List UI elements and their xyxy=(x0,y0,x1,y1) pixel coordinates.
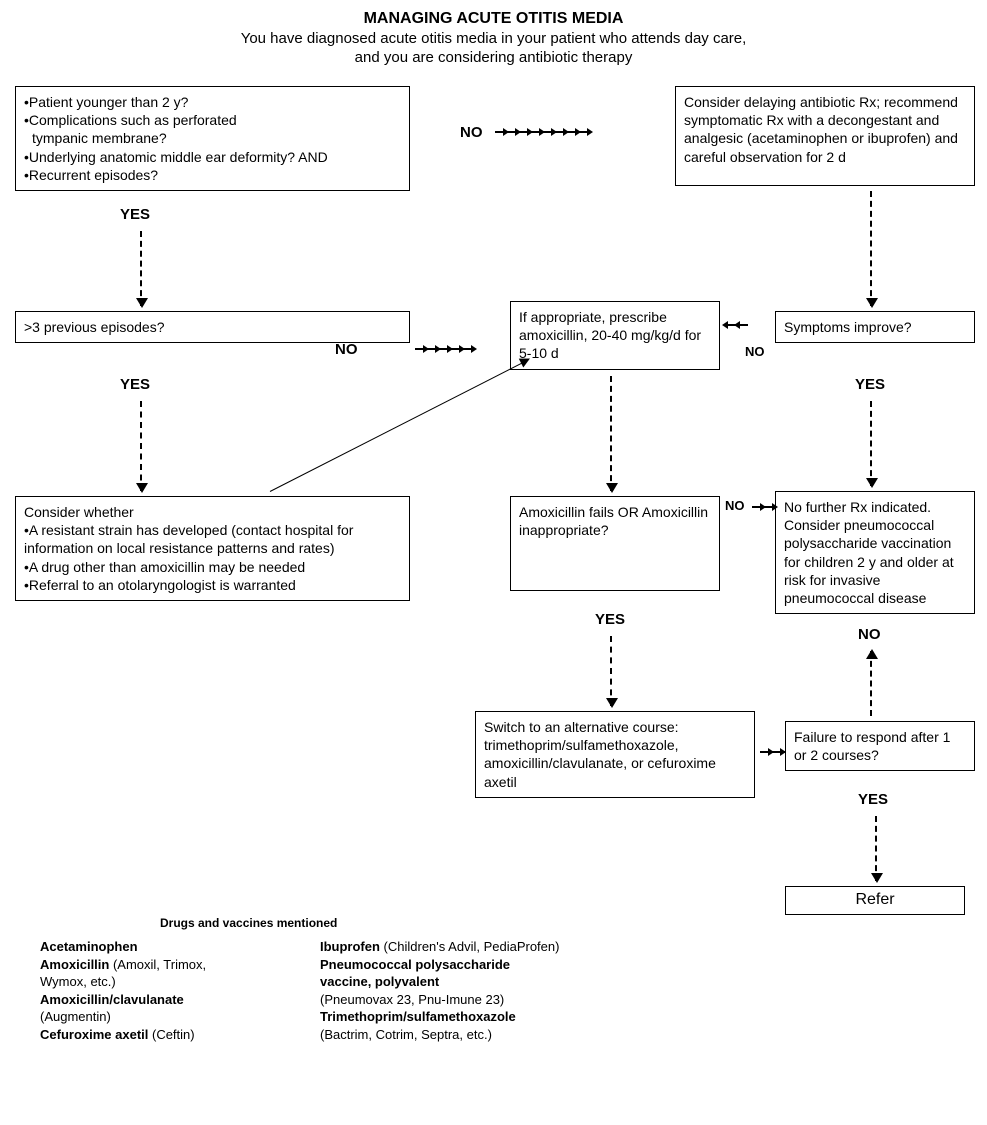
arrow-no-1 xyxy=(495,131,589,133)
subtitle-line-1: You have diagnosed acute otitis media in… xyxy=(10,30,977,47)
arrow-no-2 xyxy=(415,348,473,350)
arrow-n2-n5 xyxy=(870,191,872,306)
arrow-no-4 xyxy=(752,506,774,508)
node-failure-respond: Failure to respond after 1 or 2 courses? xyxy=(785,721,975,771)
label-yes-3: YES xyxy=(855,376,885,393)
node-switch-course: Switch to an alternative course: trimeth… xyxy=(475,711,755,798)
node-delay-rx: Consider delaying antibiotic Rx; recomme… xyxy=(675,86,975,186)
label-yes-2: YES xyxy=(120,376,150,393)
label-yes-4: YES xyxy=(595,611,625,628)
node-refer: Refer xyxy=(785,886,965,915)
label-no-5: NO xyxy=(858,626,881,643)
label-no-4: NO xyxy=(725,498,745,513)
header: MANAGING ACUTE OTITIS MEDIA You have dia… xyxy=(10,10,977,66)
arrow-diag-n6-n4 xyxy=(270,359,529,492)
arrow-no-3 xyxy=(726,324,748,326)
footer-drugs: Drugs and vaccines mentioned Acetaminoph… xyxy=(40,916,690,1043)
label-no-1: NO xyxy=(460,124,483,141)
page-title: MANAGING ACUTE OTITIS MEDIA xyxy=(10,10,977,28)
arrow-yes-4 xyxy=(610,636,612,706)
node-no-further-rx: No further Rx indicated. Consider pneumo… xyxy=(775,491,975,614)
arrow-yes-1 xyxy=(140,231,142,306)
footer-columns: AcetaminophenAmoxicillin (Amoxil, Trimox… xyxy=(40,938,690,1043)
label-yes-5: YES xyxy=(858,791,888,808)
node-symptoms-improve: Symptoms improve? xyxy=(775,311,975,343)
node-amox-fails: Amoxicillin fails OR Amoxicillin inappro… xyxy=(510,496,720,591)
node-initial-criteria: •Patient younger than 2 y? •Complication… xyxy=(15,86,410,191)
subtitle-line-2: and you are considering antibiotic thera… xyxy=(10,49,977,66)
footer-col-1: AcetaminophenAmoxicillin (Amoxil, Trimox… xyxy=(40,938,320,1043)
flowchart-canvas: •Patient younger than 2 y? •Complication… xyxy=(10,86,977,1046)
arrow-yes-5 xyxy=(875,816,877,881)
arrow-yes-2 xyxy=(140,401,142,491)
node-consider: Consider whether •A resistant strain has… xyxy=(15,496,410,601)
arrow-yes-3 xyxy=(870,401,872,486)
footer-col-2: Ibuprofen (Children's Advil, PediaProfen… xyxy=(320,938,600,1043)
label-yes-1: YES xyxy=(120,206,150,223)
label-no-2: NO xyxy=(335,341,358,358)
footer-heading: Drugs and vaccines mentioned xyxy=(160,916,690,930)
node-prescribe-amox: If appropriate, prescribe amoxicillin, 2… xyxy=(510,301,720,370)
arrow-n4-n7 xyxy=(610,376,612,491)
node-prev-episodes: >3 previous episodes? xyxy=(15,311,410,343)
label-no-3: NO xyxy=(745,344,765,359)
arrow-no-5 xyxy=(870,651,872,716)
